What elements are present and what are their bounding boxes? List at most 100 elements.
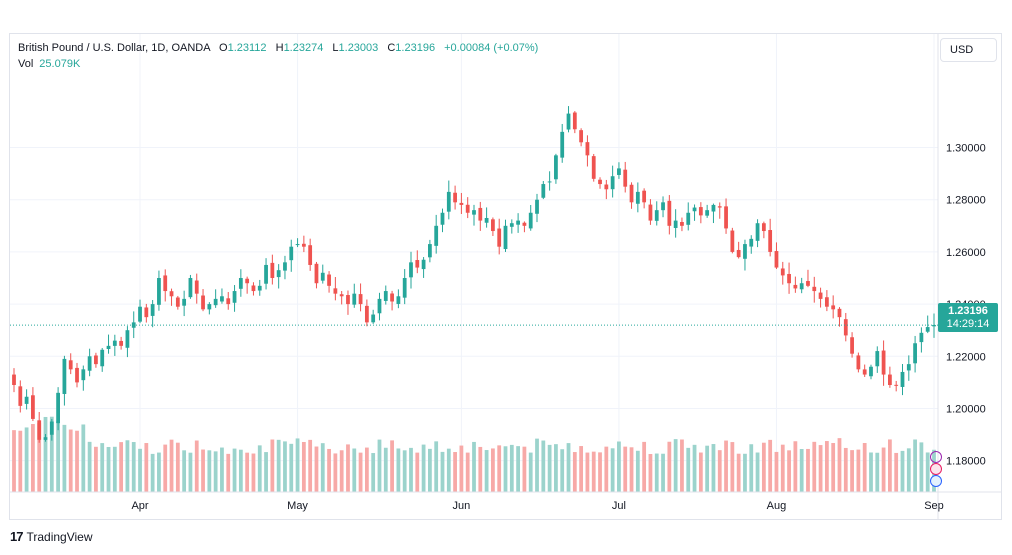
candle-body	[509, 223, 514, 227]
candle-body	[289, 246, 294, 261]
price-candles	[12, 106, 936, 443]
volume-bar	[415, 452, 420, 492]
volume-bar	[673, 439, 678, 492]
volume-bar	[383, 447, 388, 492]
last-price-tag: 1.23196 14:29:14	[938, 303, 998, 332]
last-price-value: 1.23196	[948, 305, 988, 317]
tradingview-brand[interactable]: 17 TradingView	[10, 529, 93, 544]
volume-bar	[560, 449, 565, 492]
event-marker-icon[interactable]	[930, 451, 942, 463]
candle-body	[610, 176, 615, 190]
volume-bar	[484, 450, 489, 492]
candle-body	[761, 223, 766, 232]
chart-frame	[9, 33, 1002, 520]
candle-body	[579, 130, 584, 143]
candle-body	[661, 202, 665, 211]
candle-body	[396, 296, 401, 304]
volume-bar	[320, 443, 325, 492]
candle-body	[188, 278, 193, 298]
symbol-legend: British Pound / U.S. Dollar, 1D, OANDA O…	[18, 41, 538, 55]
volume-bar	[396, 448, 401, 492]
economic-event-icon[interactable]	[930, 475, 942, 487]
volume-bar	[661, 453, 665, 492]
volume-bar	[686, 447, 691, 492]
volume-bar	[257, 445, 262, 492]
volume-bar	[49, 416, 54, 492]
volume-bar	[799, 449, 804, 492]
volume-bar	[824, 441, 829, 492]
volume-bar	[459, 445, 464, 492]
volume-bar	[566, 443, 571, 492]
volume-bar	[144, 443, 149, 492]
candle-body	[749, 238, 754, 247]
candle-body	[547, 181, 552, 183]
volume-bar	[220, 447, 224, 492]
change-value: +0.00084 (+0.07%)	[444, 42, 539, 54]
candle-body	[812, 286, 817, 292]
volume-bar	[736, 453, 741, 492]
candle-body	[18, 386, 23, 406]
volume-bar	[680, 439, 684, 492]
candle-body	[245, 278, 250, 284]
candle-body	[686, 212, 691, 225]
bar-countdown: 14:29:14	[946, 318, 990, 330]
candle-body	[100, 349, 105, 367]
volume-bar	[503, 446, 508, 492]
candle-body	[409, 262, 413, 278]
volume-bar	[62, 424, 67, 492]
candle-body	[440, 212, 445, 225]
volume-bar	[818, 445, 823, 492]
high-label: H	[275, 42, 284, 54]
volume-bar	[421, 444, 426, 492]
candle-body	[428, 244, 432, 258]
currency-button[interactable]: USD	[940, 38, 997, 62]
candle-body	[604, 184, 609, 190]
candle-body	[516, 220, 520, 225]
volume-bar	[371, 453, 376, 492]
volume-bar	[491, 448, 495, 492]
candle-body	[906, 364, 911, 371]
time-tick-label: Sep	[924, 500, 944, 512]
volume-bar	[604, 446, 609, 492]
volume-bar	[598, 452, 602, 492]
candle-body	[774, 251, 779, 268]
volume-bar	[919, 442, 924, 492]
volume-bar	[894, 452, 899, 492]
volume-bar	[711, 444, 716, 492]
volume-bar	[837, 438, 842, 492]
time-tick-label: Jun	[453, 500, 471, 512]
volume-bar	[245, 452, 250, 492]
candle-body	[327, 274, 331, 286]
volume-value: 25.079K	[39, 58, 81, 70]
tradingview-logo-icon: 17	[10, 529, 24, 544]
candle-body	[125, 330, 130, 348]
volume-bar	[352, 448, 357, 492]
volume-bar	[119, 442, 124, 492]
candle-body	[780, 268, 785, 276]
open-value: 1.23112	[227, 42, 267, 54]
volume-bar	[24, 427, 29, 492]
candle-body	[56, 392, 60, 424]
volume-bar	[856, 449, 861, 492]
symbol-title: British Pound / U.S. Dollar, 1D, OANDA	[18, 42, 210, 54]
candle-body	[434, 225, 439, 246]
volume-bar	[207, 450, 212, 492]
candle-body	[390, 293, 394, 302]
candle-body	[698, 207, 703, 216]
candle-body	[314, 263, 319, 284]
dividend-marker-icon[interactable]	[930, 463, 942, 475]
candle-body	[163, 275, 168, 292]
volume-bar	[913, 439, 917, 492]
volume-bar	[138, 448, 142, 492]
candle-body	[497, 228, 502, 247]
volume-bar	[301, 441, 306, 492]
close-label: C	[387, 42, 396, 54]
candle-body	[768, 230, 773, 252]
volume-bar	[295, 438, 300, 492]
volume-bar	[75, 430, 79, 492]
price-tick-label: 1.26000	[946, 247, 986, 259]
volume-bar	[812, 441, 817, 492]
candle-body	[560, 131, 565, 158]
candle-body	[453, 192, 457, 203]
